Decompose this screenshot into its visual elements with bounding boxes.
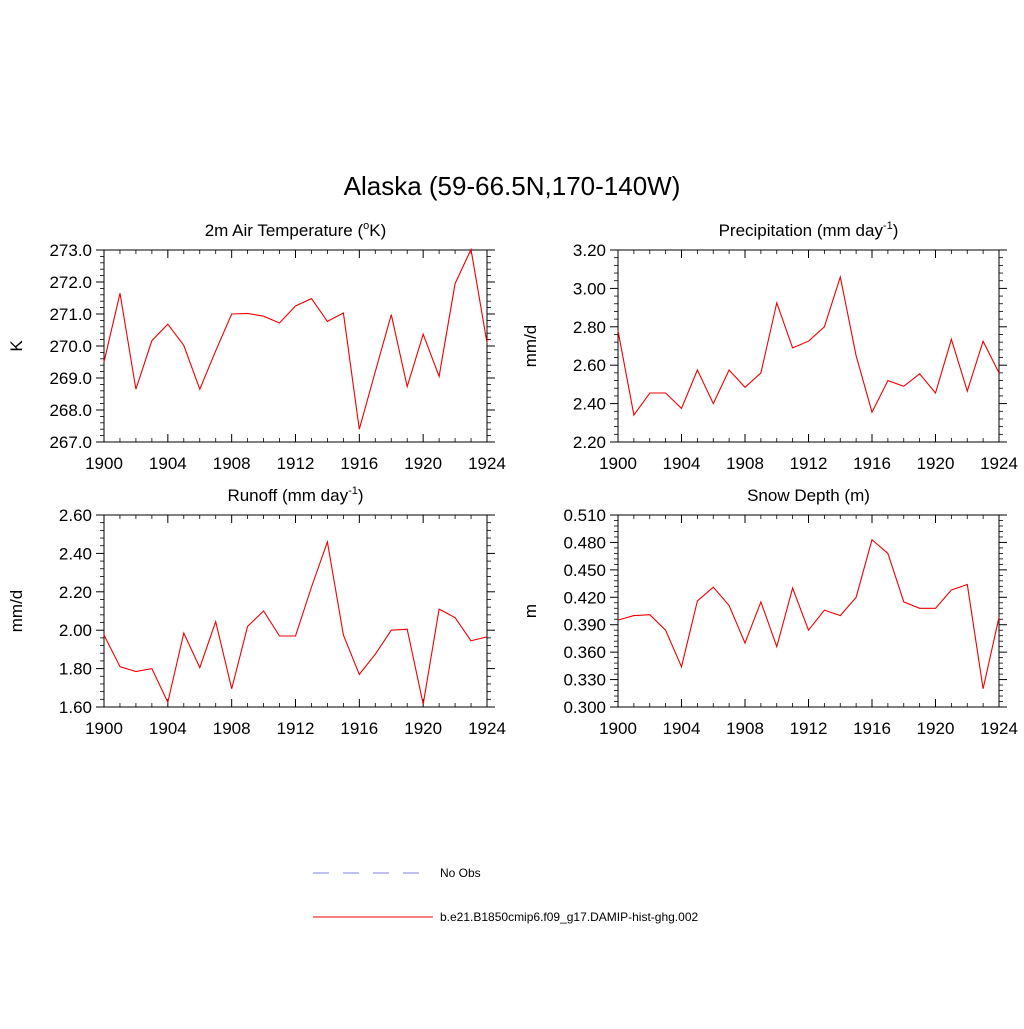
y-tick-label: 268.0 [49,401,92,420]
y-tick-label: 0.390 [563,616,606,635]
plot-frame [103,514,488,708]
y-tick-label: 1.80 [59,660,92,679]
x-tick-label: 1908 [213,454,251,473]
x-tick-label: 1920 [917,454,955,473]
x-tick-label: 1912 [277,719,315,738]
panel-title: Runoff (mm day-1) [227,485,363,505]
panel-title: Snow Depth (m) [747,486,870,505]
panel-title-sup: -1 [348,485,358,497]
y-tick-label: 1.60 [59,698,92,717]
y-tick-label: 267.0 [49,433,92,452]
panel-2: 1900 1904 1908 1912 1916 1920 1924 2.20 2.40 2.60… [521,220,1018,473]
y-tick-label: 2.40 [573,395,606,414]
x-tick-label: 1904 [663,454,701,473]
y-tick-label: 273.0 [49,241,92,260]
panel-title-tail: ) [358,486,364,505]
x-tick-label: 1924 [468,719,506,738]
minor-ticks [100,250,491,442]
panels: 1900 1904 1908 1912 1916 1920 1924 267.0 268.0 26… [7,220,1018,738]
minor-ticks [100,515,491,707]
x-tick-label: 1900 [85,719,123,738]
x-tick-label: 1916 [340,454,378,473]
x-tick-label: 1912 [277,454,315,473]
panel-3: 1900 1904 1908 1912 1916 1920 1924 1.60 1.80 2.00… [7,485,506,738]
x-tick-label: 1908 [726,454,764,473]
y-tick-label: 0.330 [563,671,606,690]
y-tick-label: 2.60 [59,506,92,525]
x-tick-label: 1904 [149,719,187,738]
x-tick-label: 1924 [980,454,1018,473]
y-tick-label: 2.60 [573,356,606,375]
y-tick-label: 0.300 [563,698,606,717]
panel-title: 2m Air Temperature (oK) [205,220,387,240]
y-tick-label: 272.0 [49,273,92,292]
y-axis-label: m [521,604,540,618]
y-tick-label: 0.480 [563,533,606,552]
panel-title-main: Runoff (mm day [227,486,348,505]
y-tick-label: 2.80 [573,318,606,337]
panel-title-sup: -1 [883,220,893,232]
y-tick-label: 2.20 [59,583,92,602]
series-line [617,274,1000,417]
y-tick-label: 269.0 [49,369,92,388]
x-tick-label: 1924 [468,454,506,473]
x-tick-label: 1900 [599,719,637,738]
panel-title-main: Snow Depth (m) [747,486,870,505]
x-tick-label: 1900 [599,454,637,473]
x-tick-label: 1908 [726,719,764,738]
x-tick-label: 1920 [404,719,442,738]
y-tick-label: 0.450 [563,561,606,580]
x-tick-label: 1904 [149,454,187,473]
x-tick-label: 1900 [85,454,123,473]
y-axis-label: K [7,340,26,352]
panel-title-main: Precipitation (mm day [719,221,884,240]
panel-title-main: 2m Air Temperature ( [205,221,364,240]
y-tick-label: 3.00 [573,279,606,298]
x-tick-label: 1908 [213,719,251,738]
panel-1: 1900 1904 1908 1912 1916 1920 1924 267.0 268.0 26… [7,220,506,473]
x-tick-label: 1916 [340,719,378,738]
legend-obs-label: No Obs [440,866,481,880]
y-tick-label: 2.00 [59,621,92,640]
panel-title-tail: K) [369,221,386,240]
x-tick-label: 1924 [980,719,1018,738]
y-tick-label: 0.420 [563,588,606,607]
legend-model-label: b.e21.B1850cmip6.f09_g17.DAMIP-hist-ghg.… [440,910,698,924]
panel-4: 1900 1904 1908 1912 1916 1920 1924 0.300 0.330 0.… [521,486,1018,738]
y-axis-label: mm/d [7,590,26,633]
x-tick-label: 1920 [404,454,442,473]
series-line [103,247,488,430]
x-tick-label: 1916 [853,719,891,738]
y-tick-label: 271.0 [49,305,92,324]
legend: No Obs b.e21.B1850cmip6.f09_g17.DAMIP-hi… [313,866,698,924]
series-line [103,539,488,705]
x-tick-label: 1904 [663,719,701,738]
minor-ticks [614,515,1003,707]
y-tick-label: 0.360 [563,643,606,662]
x-tick-label: 1916 [853,454,891,473]
y-tick-label: 2.40 [59,544,92,563]
plot-frame [617,249,1000,443]
series-line [617,538,1000,689]
figure-title: Alaska (59-66.5N,170-140W) [344,171,681,201]
panel-title-tail: ) [893,221,899,240]
plot-frame [103,249,488,443]
y-tick-label: 2.20 [573,433,606,452]
x-tick-label: 1912 [790,719,828,738]
panel-title: Precipitation (mm day-1) [719,220,899,240]
y-tick-label: 0.510 [563,506,606,525]
minor-ticks [614,250,1003,442]
x-tick-label: 1912 [790,454,828,473]
plot-frame [617,514,1000,708]
y-tick-label: 270.0 [49,337,92,356]
x-tick-label: 1920 [917,719,955,738]
y-axis-label: mm/d [521,325,540,368]
panel-title-sup: o [363,220,369,232]
y-tick-label: 3.20 [573,241,606,260]
